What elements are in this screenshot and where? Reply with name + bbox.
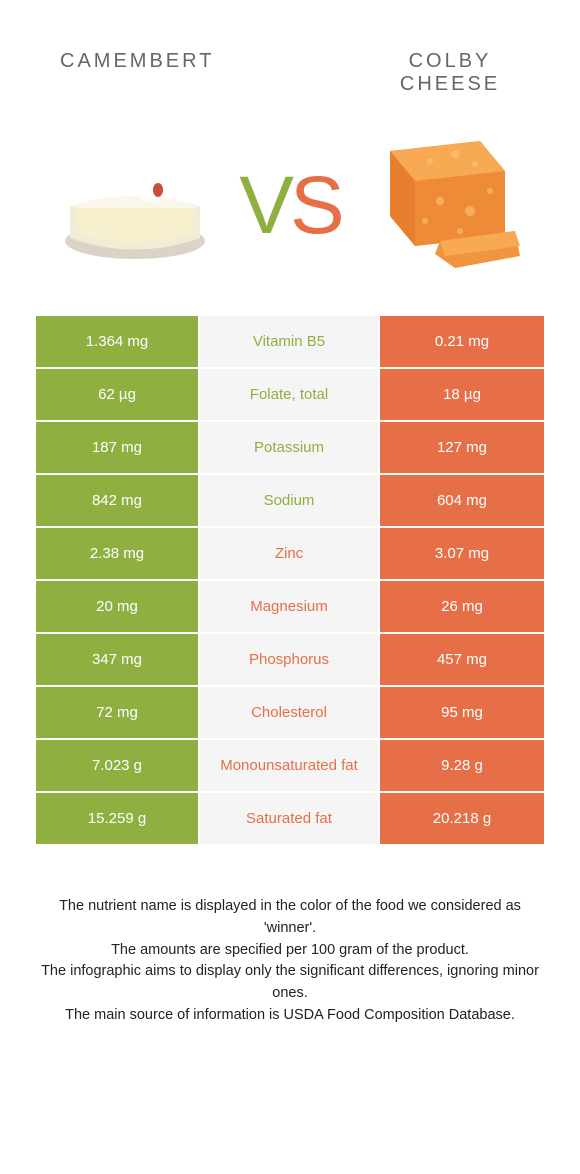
cell-right-value: 9.28 g (380, 740, 544, 793)
cell-left-value: 20 mg (36, 581, 200, 634)
table-row: 20 mgMagnesium26 mg (36, 581, 544, 634)
footer-line-4: The main source of information is USDA F… (40, 1005, 540, 1027)
cell-nutrient-name: Folate, total (200, 369, 380, 422)
cell-nutrient-name: Magnesium (200, 581, 380, 634)
camembert-icon (50, 121, 220, 291)
colby-icon (360, 121, 530, 291)
cell-left-value: 187 mg (36, 422, 200, 475)
table-row: 62 µgFolate, total18 µg (36, 369, 544, 422)
table-row: 842 mgSodium604 mg (36, 475, 544, 528)
footer-line-1: The nutrient name is displayed in the co… (40, 896, 540, 940)
cell-right-value: 127 mg (380, 422, 544, 475)
vs-label: VS (239, 159, 340, 253)
vs-v: V (239, 160, 290, 251)
table-row: 15.259 gSaturated fat20.218 g (36, 793, 544, 846)
table-row: 2.38 mgZinc3.07 mg (36, 528, 544, 581)
cell-right-value: 3.07 mg (380, 528, 544, 581)
cell-nutrient-name: Zinc (200, 528, 380, 581)
cell-right-value: 604 mg (380, 475, 544, 528)
cell-left-value: 1.364 mg (36, 316, 200, 369)
cell-nutrient-name: Sodium (200, 475, 380, 528)
cell-left-value: 2.38 mg (36, 528, 200, 581)
footer-line-2: The amounts are specified per 100 gram o… (40, 940, 540, 962)
cell-nutrient-name: Phosphorus (200, 634, 380, 687)
cell-left-value: 842 mg (36, 475, 200, 528)
footer-line-3: The infographic aims to display only the… (40, 961, 540, 1005)
header: CAMEMBERT COLBY CHEESE (0, 0, 580, 116)
cell-nutrient-name: Vitamin B5 (200, 316, 380, 369)
hero-row: VS (0, 116, 580, 316)
cell-right-value: 20.218 g (380, 793, 544, 846)
table-row: 1.364 mgVitamin B50.21 mg (36, 316, 544, 369)
cell-left-value: 15.259 g (36, 793, 200, 846)
cell-left-value: 7.023 g (36, 740, 200, 793)
cell-nutrient-name: Monounsaturated fat (200, 740, 380, 793)
table-row: 7.023 gMonounsaturated fat9.28 g (36, 740, 544, 793)
cell-nutrient-name: Cholesterol (200, 687, 380, 740)
cell-left-value: 62 µg (36, 369, 200, 422)
cell-right-value: 95 mg (380, 687, 544, 740)
footer-notes: The nutrient name is displayed in the co… (0, 846, 580, 1027)
cell-nutrient-name: Potassium (200, 422, 380, 475)
cell-nutrient-name: Saturated fat (200, 793, 380, 846)
cell-right-value: 26 mg (380, 581, 544, 634)
cell-left-value: 72 mg (36, 687, 200, 740)
nutrient-table: 1.364 mgVitamin B50.21 mg62 µgFolate, to… (36, 316, 544, 846)
cell-right-value: 0.21 mg (380, 316, 544, 369)
title-colby: COLBY CHEESE (380, 50, 520, 96)
table-row: 347 mgPhosphorus457 mg (36, 634, 544, 687)
cell-left-value: 347 mg (36, 634, 200, 687)
cell-right-value: 457 mg (380, 634, 544, 687)
table-row: 72 mgCholesterol95 mg (36, 687, 544, 740)
title-camembert: CAMEMBERT (60, 50, 214, 96)
table-row: 187 mgPotassium127 mg (36, 422, 544, 475)
cell-right-value: 18 µg (380, 369, 544, 422)
vs-s: S (290, 160, 341, 251)
